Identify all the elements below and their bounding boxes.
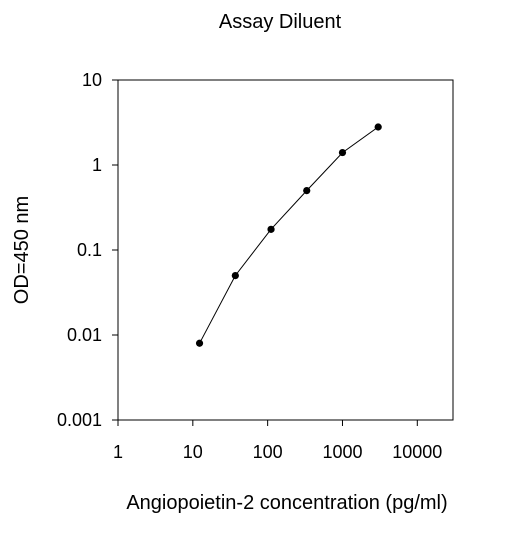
plot-frame bbox=[117, 79, 454, 421]
data-point bbox=[338, 148, 347, 157]
x-tick-label: 100 bbox=[253, 442, 283, 462]
x-axis: 1 10 100 1000 10000 bbox=[113, 420, 442, 462]
x-tick-label: 1 bbox=[113, 442, 123, 462]
y-tick-label: 0.001 bbox=[57, 410, 102, 430]
data-point bbox=[374, 123, 382, 131]
chart-title: Assay Diluent bbox=[219, 11, 342, 33]
data-point bbox=[303, 186, 311, 195]
x-tick-label: 10 bbox=[183, 442, 203, 462]
y-tick-label: 0.01 bbox=[67, 325, 102, 345]
y-tick-label: 10 bbox=[82, 70, 102, 90]
series-layer bbox=[195, 123, 382, 347]
y-tick-label: 0.1 bbox=[77, 240, 102, 260]
data-point bbox=[231, 271, 239, 280]
x-axis-title: Angiopoietin-2 concentration (pg/ml) bbox=[126, 492, 447, 514]
y-axis-title: OD=450 nm bbox=[11, 196, 33, 304]
y-tick-label: 1 bbox=[92, 155, 102, 175]
x-tick-label: 10000 bbox=[392, 442, 442, 462]
x-tick-label: 1000 bbox=[322, 442, 362, 462]
data-point bbox=[267, 225, 275, 233]
y-axis: 0.001 0.01 0.1 1 10 bbox=[57, 70, 118, 430]
data-point bbox=[195, 339, 204, 347]
series-line bbox=[199, 126, 379, 344]
